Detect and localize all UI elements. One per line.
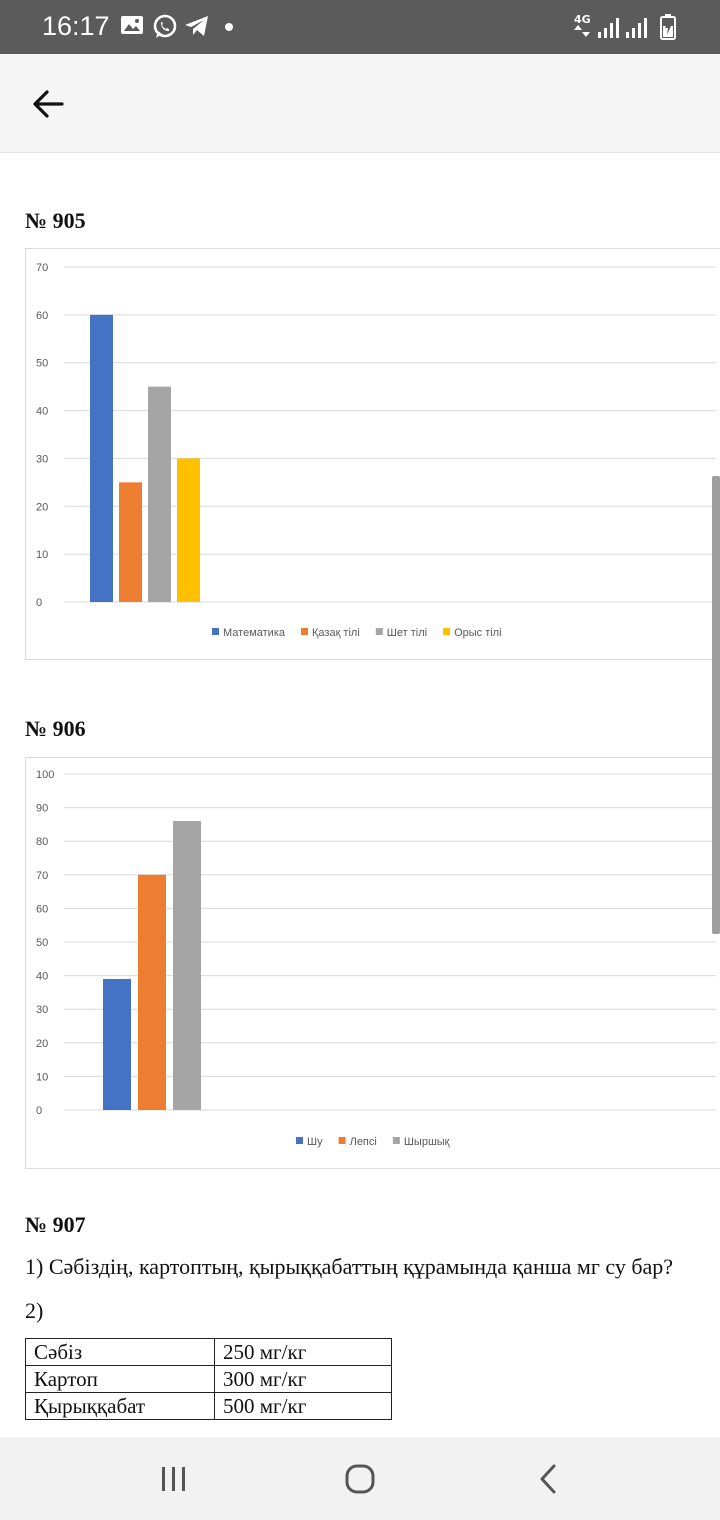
water-content-table: Сәбіз 250 мг/кг Картоп 300 мг/кг Қырыққа… xyxy=(25,1338,392,1420)
y-tick-label: 50 xyxy=(36,358,48,370)
table-cell-name: Сәбіз xyxy=(25,1338,215,1366)
data-arrows-icon xyxy=(574,25,590,37)
table-cell-name: Картоп xyxy=(25,1365,215,1393)
y-tick-label: 40 xyxy=(36,971,48,983)
table-cell-value: 500 мг/кг xyxy=(214,1392,392,1420)
legend-entry: Шет тілі xyxy=(387,627,427,639)
legend-swatch xyxy=(443,628,451,635)
dot-icon xyxy=(225,23,233,31)
legend-swatch xyxy=(212,628,219,635)
legend-swatch xyxy=(392,1137,400,1144)
table-row: Картоп 300 мг/кг xyxy=(25,1365,392,1393)
legend-entry: Қазақ тілі xyxy=(312,627,360,639)
legend-swatch xyxy=(296,1137,303,1144)
navigation-bar xyxy=(0,1437,720,1520)
question-2: 2) xyxy=(25,1298,44,1323)
table-cell-value: 300 мг/кг xyxy=(214,1365,392,1393)
bar-2 xyxy=(138,874,166,1110)
status-time: 16:17 xyxy=(42,11,110,41)
y-tick-label: 70 xyxy=(36,870,48,882)
content-area: № 905 0 10 20 30 40 50 60 70 Математика Қазақ тіл… xyxy=(0,153,720,1437)
legend-entry: Шу xyxy=(307,1136,323,1148)
y-tick-label: 90 xyxy=(36,803,48,815)
legend-swatch xyxy=(338,1137,346,1144)
y-tick-label: 80 xyxy=(36,836,48,848)
home-icon xyxy=(345,1464,375,1494)
table-row: Қырыққабат 500 мг/кг xyxy=(25,1392,392,1420)
table-cell-value: 250 мг/кг xyxy=(214,1338,392,1366)
y-tick-label: 10 xyxy=(36,1071,48,1083)
y-tick-label: 0 xyxy=(36,597,42,609)
legend-swatch xyxy=(375,628,383,635)
bar-2 xyxy=(119,482,142,602)
back-button[interactable] xyxy=(28,84,68,124)
network-type: 4G xyxy=(574,13,591,26)
y-tick-label: 20 xyxy=(36,1038,48,1050)
telegram-icon xyxy=(185,16,208,36)
system-status: 4G xyxy=(574,12,684,42)
table-row: Сәбіз 250 мг/кг xyxy=(25,1338,392,1366)
bar-1 xyxy=(103,978,131,1110)
bar-4 xyxy=(177,458,200,602)
back-nav-icon xyxy=(540,1464,556,1494)
signal-icon xyxy=(626,18,647,38)
bar-3 xyxy=(173,821,201,1110)
y-tick-label: 0 xyxy=(36,1105,42,1117)
bar-3 xyxy=(148,386,171,602)
arrow-left-icon xyxy=(33,90,64,118)
battery-icon xyxy=(660,14,676,40)
y-tick-label: 30 xyxy=(36,1004,48,1016)
y-tick-label: 10 xyxy=(36,549,48,561)
legend-entry: Математика xyxy=(223,627,286,639)
gallery-icon xyxy=(121,16,143,34)
chart-905: 0 10 20 30 40 50 60 70 Математика Қазақ тілі Шет т… xyxy=(25,248,720,660)
recent-apps-icon xyxy=(162,1467,185,1491)
back-nav-button[interactable] xyxy=(528,1459,568,1499)
recent-apps-button[interactable] xyxy=(154,1459,194,1499)
problem-heading: № 906 xyxy=(25,716,86,741)
whatsapp-icon xyxy=(153,14,177,38)
y-tick-label: 40 xyxy=(36,406,48,418)
y-tick-label: 60 xyxy=(36,903,48,915)
y-tick-label: 60 xyxy=(36,310,48,322)
question-1: 1) Сәбіздің, картоптың, қырыққабаттың құ… xyxy=(25,1254,674,1279)
legend-entry: Шыршық xyxy=(404,1136,450,1148)
home-button[interactable] xyxy=(340,1459,380,1499)
chart-906: 0 10 20 30 40 50 60 70 80 90 100 Шу Лепсі Шыршық xyxy=(25,757,720,1169)
app-bar xyxy=(0,54,720,153)
y-tick-label: 50 xyxy=(36,937,48,949)
scrollbar[interactable] xyxy=(712,476,720,934)
y-tick-label: 20 xyxy=(36,501,48,513)
bar-1 xyxy=(90,314,113,602)
problem-heading: № 907 xyxy=(25,1212,86,1237)
table-cell-name: Қырыққабат xyxy=(25,1392,215,1420)
y-tick-label: 30 xyxy=(36,453,48,465)
signal-icon xyxy=(598,18,619,38)
y-tick-label: 100 xyxy=(36,769,54,781)
problem-heading: № 905 xyxy=(25,208,86,233)
legend-entry: Лепсі xyxy=(350,1136,377,1148)
y-tick-label: 70 xyxy=(36,262,48,274)
status-bar: 16:17 4G xyxy=(0,0,720,54)
legend-entry: Орыс тілі xyxy=(454,627,501,639)
legend-swatch xyxy=(301,628,308,635)
